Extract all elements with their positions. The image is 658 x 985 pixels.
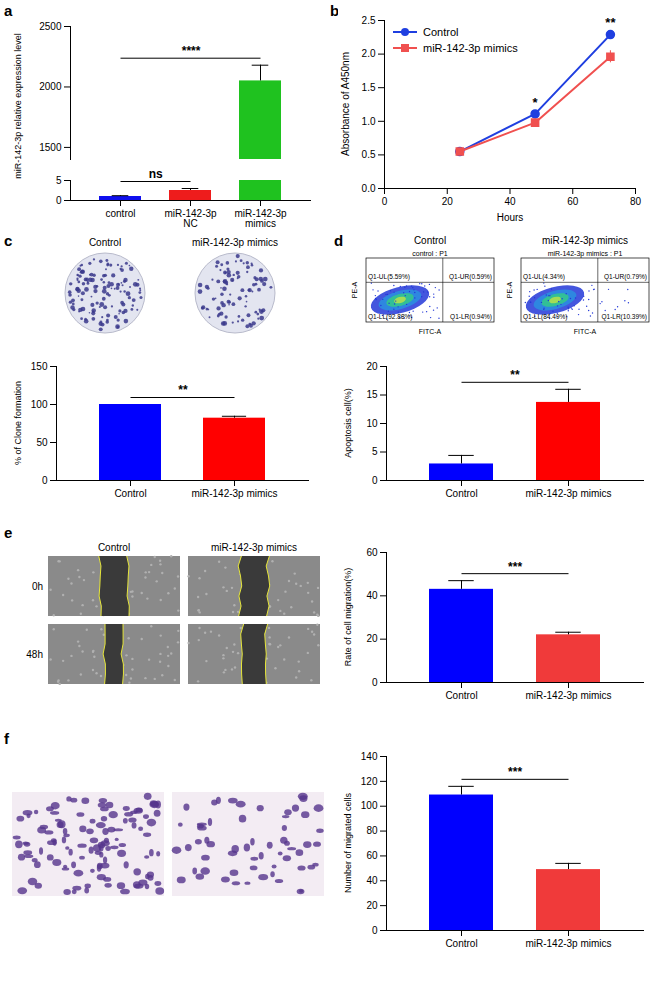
- svg-text:80: 80: [366, 825, 378, 836]
- svg-text:60: 60: [366, 850, 378, 861]
- svg-text:Q1-LR(10.39%): Q1-LR(10.39%): [601, 313, 647, 321]
- svg-text:miR-142-3pNC: miR-142-3pNC: [164, 208, 217, 229]
- svg-text:Q1-LR(0.94%): Q1-LR(0.94%): [450, 313, 492, 321]
- svg-text:140: 140: [361, 751, 378, 762]
- svg-text:40: 40: [366, 875, 378, 886]
- svg-text:ns: ns: [149, 167, 163, 181]
- html-text:a: a: [4, 2, 13, 19]
- svg-text:miR-142-3p mimics: miR-142-3p mimics: [525, 938, 611, 949]
- svg-text:0.0: 0.0: [362, 183, 376, 194]
- svg-text:miR-142-3p mimics: miR-142-3p mimics: [525, 488, 611, 499]
- svg-text:**: **: [605, 15, 616, 30]
- svg-text:150: 150: [31, 361, 48, 372]
- svg-text:miR-142-3p mimics : P1: miR-142-3p mimics : P1: [548, 250, 623, 258]
- svg-text:80: 80: [630, 196, 642, 207]
- svg-text:0: 0: [372, 925, 378, 936]
- svg-text:15: 15: [366, 389, 378, 400]
- html-text:e: e: [4, 524, 13, 541]
- svg-text:*: *: [533, 95, 539, 110]
- svg-text:20: 20: [366, 361, 378, 372]
- svg-text:miR-142-3p mimics: miR-142-3p mimics: [211, 542, 297, 553]
- svg-text:% of Clone formation: % of Clone formation: [13, 381, 23, 465]
- svg-text:Q1-LL(84.49%): Q1-LL(84.49%): [523, 313, 567, 321]
- svg-text:50: 50: [36, 437, 48, 448]
- svg-text:control: control: [105, 208, 135, 219]
- svg-text:60: 60: [567, 196, 579, 207]
- svg-text:2500: 2500: [39, 21, 62, 32]
- svg-text:miR-142-3p mimics: miR-142-3p mimics: [191, 488, 277, 499]
- svg-text:0.5: 0.5: [362, 149, 376, 160]
- svg-text:FITC-A: FITC-A: [419, 328, 442, 335]
- svg-text:60: 60: [366, 547, 378, 558]
- svg-text:Control: Control: [414, 235, 446, 246]
- svg-text:100: 100: [361, 800, 378, 811]
- svg-text:Q1-UL(4.34%): Q1-UL(4.34%): [523, 273, 565, 281]
- svg-text:Number of migrated cells: Number of migrated cells: [343, 792, 353, 893]
- svg-text:2.0: 2.0: [362, 48, 376, 59]
- svg-text:100: 100: [31, 399, 48, 410]
- svg-text:miR-142-3p mimics: miR-142-3p mimics: [192, 237, 278, 248]
- svg-text:1.0: 1.0: [362, 116, 376, 127]
- svg-text:48h: 48h: [26, 649, 43, 660]
- svg-text:2.5: 2.5: [362, 15, 376, 26]
- svg-text:Control: Control: [89, 237, 121, 248]
- svg-text:miR-142-3p mimics: miR-142-3p mimics: [525, 690, 611, 701]
- svg-text:20: 20: [442, 196, 454, 207]
- html-text:c: c: [4, 232, 13, 249]
- svg-text:Control: Control: [445, 690, 477, 701]
- svg-text:**: **: [510, 368, 520, 382]
- svg-text:miR-142-3pmimics: miR-142-3pmimics: [234, 208, 287, 229]
- svg-text:40: 40: [366, 590, 378, 601]
- svg-text:PE-A: PE-A: [351, 282, 358, 299]
- svg-text:1.5: 1.5: [362, 82, 376, 93]
- svg-text:0: 0: [372, 475, 378, 486]
- svg-text:control : P1: control : P1: [412, 250, 448, 257]
- svg-text:Control: Control: [445, 488, 477, 499]
- svg-text:Absorbance of A450nm: Absorbance of A450nm: [340, 52, 351, 156]
- svg-text:PE-A: PE-A: [506, 282, 513, 299]
- svg-text:2000: 2000: [39, 81, 62, 92]
- svg-text:Control: Control: [98, 542, 130, 553]
- svg-text:120: 120: [361, 776, 378, 787]
- svg-text:0: 0: [56, 195, 62, 206]
- svg-text:***: ***: [508, 560, 522, 574]
- svg-text:miR-142-3p relative expression: miR-142-3p relative expression level: [13, 33, 23, 179]
- svg-text:**: **: [178, 383, 188, 397]
- svg-text:Control: Control: [114, 488, 146, 499]
- html-text:miR-142-3p mimics: miR-142-3p mimics: [423, 42, 518, 54]
- svg-text:1500: 1500: [39, 142, 62, 153]
- svg-text:Hours: Hours: [497, 212, 524, 223]
- html-text:f: f: [4, 730, 9, 747]
- svg-text:***: ***: [508, 765, 522, 779]
- html-text:Control: Control: [423, 26, 459, 38]
- svg-text:5: 5: [372, 446, 378, 457]
- svg-text:0: 0: [372, 677, 378, 688]
- svg-text:Apoptosis cell(%): Apoptosis cell(%): [343, 388, 353, 458]
- svg-text:Q1-LL(92.88%): Q1-LL(92.88%): [368, 313, 412, 321]
- svg-text:20: 20: [366, 900, 378, 911]
- html-text:d: d: [334, 232, 344, 249]
- svg-text:Control: Control: [445, 938, 477, 949]
- svg-text:10: 10: [366, 418, 378, 429]
- svg-text:0: 0: [42, 475, 48, 486]
- svg-text:Q1-UR(0.79%): Q1-UR(0.79%): [604, 273, 647, 281]
- svg-text:5: 5: [56, 175, 62, 186]
- svg-text:FITC-A: FITC-A: [574, 328, 597, 335]
- svg-text:miR-142-3p mimics: miR-142-3p mimics: [542, 235, 628, 246]
- html-text:b: b: [330, 2, 340, 19]
- svg-text:20: 20: [366, 633, 378, 644]
- svg-text:Q1-UL(5.59%): Q1-UL(5.59%): [368, 273, 410, 281]
- svg-text:****: ****: [182, 44, 201, 58]
- svg-text:Q1-UR(0.59%): Q1-UR(0.59%): [449, 273, 492, 281]
- svg-text:0: 0: [382, 196, 388, 207]
- svg-text:40: 40: [504, 196, 516, 207]
- svg-text:Rate of cell migration(%): Rate of cell migration(%): [343, 568, 353, 667]
- svg-text:0h: 0h: [32, 581, 43, 592]
